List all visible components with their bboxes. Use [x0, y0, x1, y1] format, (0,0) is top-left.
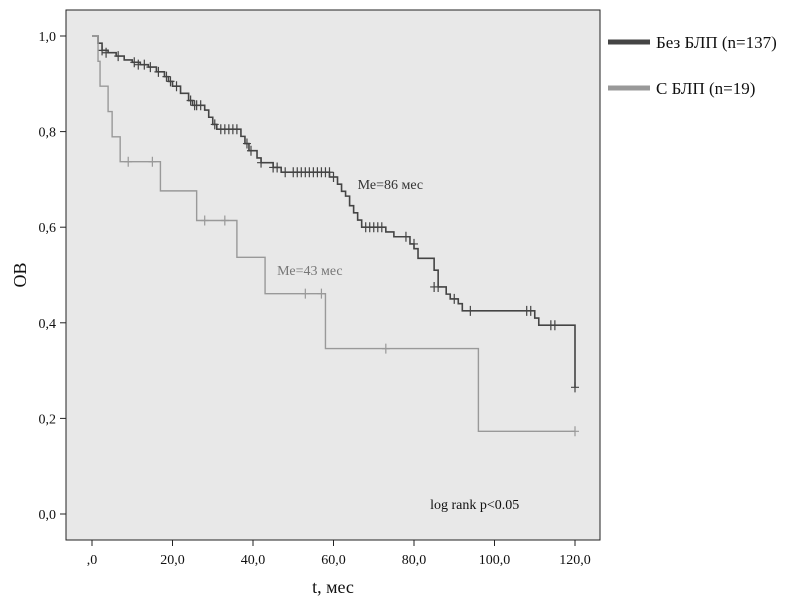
- censor-mark: [466, 305, 475, 316]
- legend-label: Без БЛП (n=137): [656, 33, 777, 52]
- survival-curve-2: [92, 35, 575, 433]
- x-tick-label: 80,0: [402, 553, 427, 568]
- x-tick-label: ,0: [87, 553, 98, 568]
- censor-mark: [148, 156, 157, 167]
- censor-mark: [124, 156, 133, 167]
- legend-label: С БЛП (n=19): [656, 79, 755, 98]
- y-tick-label: 0,0: [39, 508, 57, 523]
- censor-mark: [410, 238, 418, 249]
- censor-mark: [154, 66, 163, 77]
- annotation: Ме=86 мес: [358, 178, 424, 193]
- censor-mark: [571, 426, 579, 437]
- censor-mark: [301, 288, 310, 299]
- censor-mark: [381, 343, 390, 354]
- censor-mark: [571, 382, 579, 393]
- x-tick-label: 40,0: [241, 553, 266, 568]
- censor-mark: [186, 95, 195, 106]
- censor-mark: [114, 51, 123, 62]
- x-tick-label: 60,0: [321, 553, 346, 568]
- censor-mark: [325, 167, 334, 178]
- censor-mark: [434, 281, 443, 292]
- censor-mark: [146, 62, 155, 73]
- censor-mark: [166, 76, 175, 87]
- censor-mark: [401, 231, 410, 242]
- censor-mark: [317, 288, 326, 299]
- censor-mark: [242, 138, 251, 149]
- censor-mark: [257, 157, 266, 168]
- censor-mark: [210, 119, 219, 130]
- censor-mark: [98, 45, 107, 56]
- censor-mark: [162, 71, 171, 82]
- censor-mark: [130, 57, 139, 68]
- y-tick-label: 0,8: [39, 126, 57, 141]
- x-axis-title: t, мес: [312, 577, 354, 597]
- censor-mark: [246, 145, 255, 156]
- censor-mark: [329, 172, 338, 183]
- censor-mark: [281, 167, 290, 178]
- y-tick-label: 1,0: [39, 30, 57, 45]
- censor-mark: [377, 222, 386, 233]
- x-tick-label: 20,0: [160, 553, 185, 568]
- censor-mark: [273, 162, 282, 173]
- censor-mark: [526, 305, 535, 316]
- annotation: log rank p<0.05: [430, 498, 519, 513]
- x-tick-label: 100,0: [479, 553, 511, 568]
- y-tick-label: 0,2: [39, 412, 57, 427]
- x-tick-label: 120,0: [559, 553, 591, 568]
- censor-mark: [196, 100, 205, 111]
- censor-mark: [232, 124, 241, 135]
- censor-mark: [220, 215, 229, 226]
- censor-mark: [550, 320, 559, 331]
- censor-mark: [102, 47, 111, 58]
- y-tick-label: 0,6: [39, 221, 57, 236]
- censor-mark: [450, 293, 459, 304]
- censor-mark: [140, 59, 149, 70]
- censor-mark: [172, 81, 181, 92]
- plot-area: [65, 9, 601, 541]
- censor-mark: [200, 215, 209, 226]
- y-axis-title: ОВ: [10, 262, 30, 287]
- y-tick-label: 0,4: [39, 317, 57, 332]
- annotation: Ме=43 мес: [277, 264, 343, 279]
